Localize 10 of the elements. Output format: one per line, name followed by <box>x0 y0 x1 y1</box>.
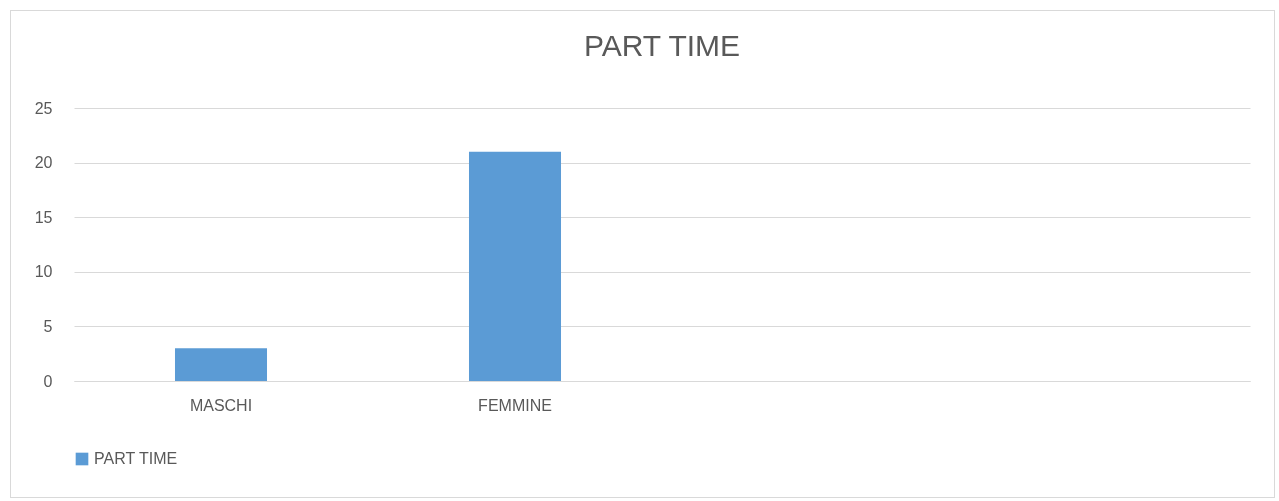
y-tick-label: 15 <box>34 208 53 226</box>
y-tick-label: 10 <box>34 263 53 281</box>
x-tick-label: MASCHI <box>189 396 253 414</box>
legend-label: PART TIME <box>94 450 178 467</box>
chart-title: PART TIME <box>583 29 741 62</box>
y-tick-label: 25 <box>34 99 53 117</box>
x-tick-label: FEMMINE <box>478 396 552 414</box>
y-tick-label: 20 <box>34 154 53 172</box>
y-tick-label: 5 <box>43 317 53 335</box>
y-tick-label: 0 <box>43 372 53 390</box>
